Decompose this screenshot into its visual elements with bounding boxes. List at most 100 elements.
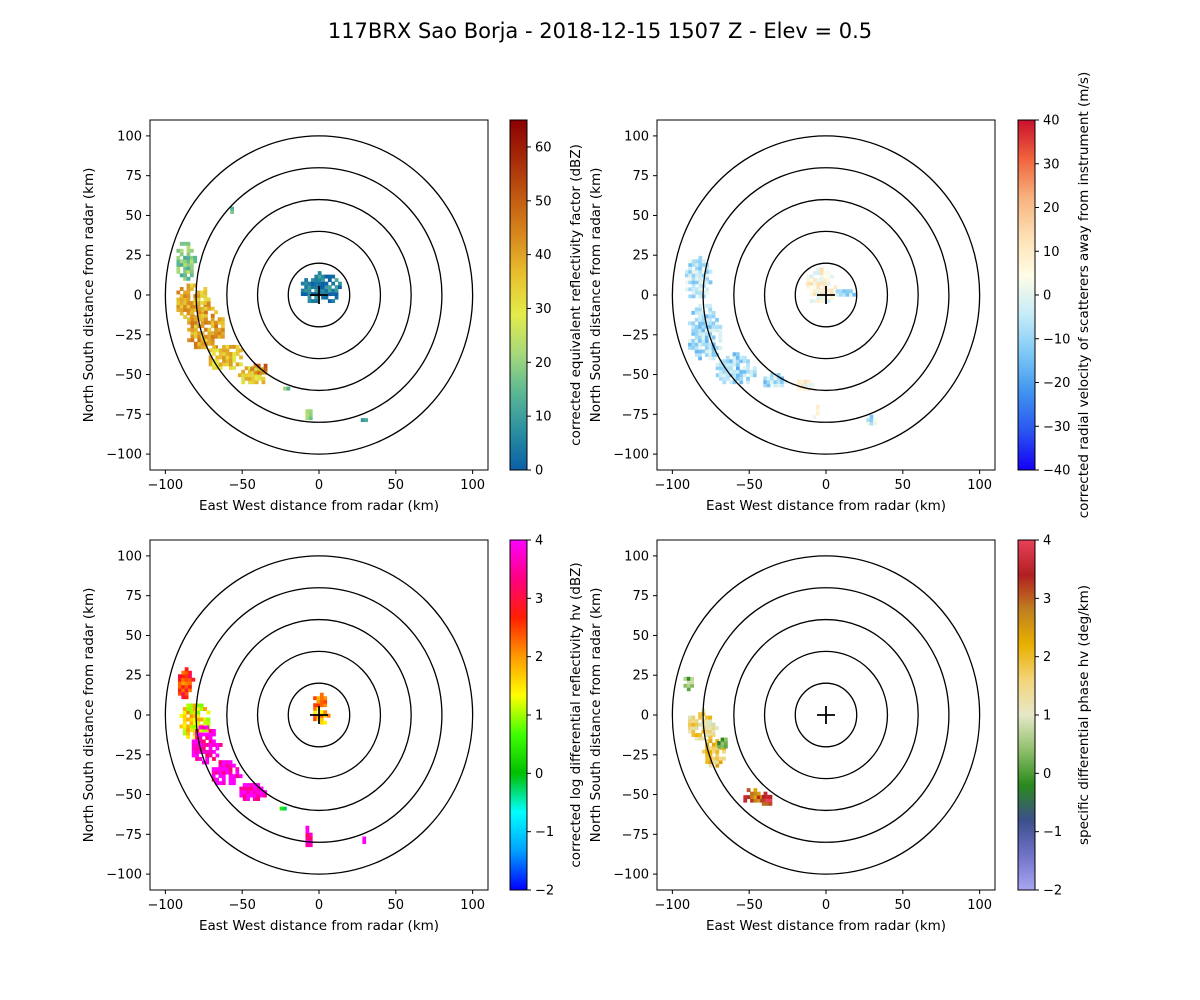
echo-pixel <box>181 681 186 686</box>
echo-pixel <box>704 733 709 738</box>
echo-pixel <box>725 359 730 364</box>
echo-pixel <box>722 362 727 367</box>
x-tick-label: 100 <box>967 898 992 913</box>
echo-pixel <box>705 269 710 274</box>
echo-pixel <box>241 380 246 385</box>
echo-pixel <box>806 285 811 290</box>
echo-pixel <box>186 707 191 711</box>
echo-pixel <box>256 797 261 801</box>
echo-pixel <box>732 376 737 381</box>
echo-pixel <box>316 696 321 701</box>
echo-pixel <box>220 334 225 339</box>
echo-pixel <box>688 259 693 264</box>
echo-pixel <box>711 352 716 357</box>
echo-pixel <box>214 334 218 339</box>
echo-pixel <box>244 373 249 378</box>
echo-pixel <box>718 328 723 333</box>
echo-pixel <box>256 370 261 375</box>
y-tick-label: 100 <box>624 549 649 564</box>
range-ring <box>794 262 858 328</box>
echo-pixel <box>314 278 319 283</box>
echo-pixel <box>186 259 191 264</box>
echo-pixel <box>319 710 324 715</box>
echo-pixel <box>232 365 237 370</box>
echo-pixel <box>193 297 198 302</box>
echo-pixel <box>189 304 194 309</box>
echo-pixel <box>691 342 696 347</box>
echo-pixel <box>766 379 771 384</box>
echo-pixel <box>204 310 208 315</box>
echo-pixel <box>691 719 696 724</box>
echo-pixel <box>691 729 696 734</box>
echo-pixel <box>183 304 187 309</box>
range-ring <box>671 555 981 875</box>
echo-pixel <box>690 680 694 685</box>
echo-pixel <box>304 278 309 283</box>
echo-pixel <box>732 359 737 364</box>
echo-pixel <box>324 281 329 286</box>
echo-pixel <box>695 287 699 292</box>
colorbar-tick-label: −10 <box>1043 332 1070 347</box>
echo-pixel <box>235 774 240 779</box>
range-ring <box>733 198 919 392</box>
echo-pixel <box>719 369 723 374</box>
colorbar-tick-label: −20 <box>1043 376 1070 391</box>
echo-pixel <box>705 290 710 295</box>
echo-pixel <box>304 285 309 290</box>
echo-pixel <box>203 297 208 302</box>
echo-pixel <box>691 733 696 738</box>
echo-pixel <box>197 317 202 322</box>
x-tick-label: 100 <box>460 478 485 493</box>
echo-region <box>305 409 313 421</box>
echo-pixel <box>176 308 181 312</box>
echo-pixel <box>179 262 184 267</box>
echo-pixel <box>182 721 187 725</box>
echo-pixel <box>809 274 814 279</box>
echo-pixel <box>708 310 713 315</box>
echo-pixel <box>228 781 233 786</box>
echo-pixel <box>193 710 197 715</box>
echo-pixel <box>717 744 722 749</box>
echo-pixel <box>704 303 709 308</box>
y-tick-label: −100 <box>613 448 649 463</box>
echo-pixel <box>179 287 184 291</box>
echo-pixel <box>186 710 191 715</box>
echo-pixel <box>212 757 216 761</box>
echo-pixel <box>735 366 740 371</box>
echo-pixel <box>186 728 191 732</box>
echo-pixel <box>195 739 199 744</box>
echo-pixel <box>694 736 699 741</box>
echo-pixel <box>849 289 853 294</box>
echo-pixel <box>694 342 699 347</box>
echo-pixel <box>319 699 324 704</box>
echo-pixel <box>206 721 211 725</box>
echo-pixel <box>698 324 702 329</box>
echo-pixel <box>698 352 702 357</box>
echo-pixel <box>254 373 259 378</box>
echo-pixel <box>753 791 758 796</box>
x-tick-label: 50 <box>388 478 405 493</box>
echo-pixel <box>186 724 191 729</box>
echo-pixel <box>201 746 206 751</box>
colorbar-label: corrected log differential reflectivity … <box>568 562 584 867</box>
echo-pixel <box>691 283 696 288</box>
echo-pixel <box>186 241 191 246</box>
echo-pixel <box>746 369 750 374</box>
echo-pixel <box>256 786 261 791</box>
echo-pixel <box>218 770 223 775</box>
echo-pixel <box>190 324 195 329</box>
echo-pixel <box>204 345 208 350</box>
echo-pixel <box>723 744 728 749</box>
echo-pixel <box>211 774 216 779</box>
echo-pixel <box>179 308 184 312</box>
echo-region <box>279 806 287 811</box>
echo-pixel <box>722 749 726 754</box>
echo-pixel <box>720 737 725 742</box>
echo-pixel <box>248 373 252 378</box>
echo-pixel <box>179 297 184 302</box>
echo-pixel <box>813 288 817 293</box>
echo-pixel <box>715 366 720 371</box>
echo-pixel <box>193 735 197 739</box>
echo-pixel <box>188 670 192 675</box>
echo-region <box>806 267 838 304</box>
